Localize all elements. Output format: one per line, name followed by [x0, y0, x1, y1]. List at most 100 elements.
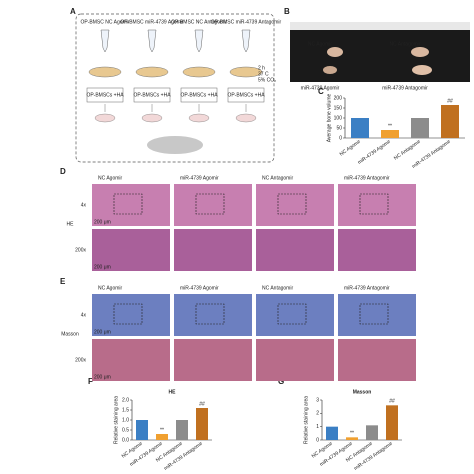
significance: ##: [389, 399, 395, 405]
row-label: Masson: [61, 331, 79, 337]
magnification: 200x: [75, 357, 86, 363]
panel-letter: A: [70, 7, 76, 16]
y-tick-label: 0: [339, 135, 342, 141]
chart-title: HE: [169, 389, 177, 395]
mouse: [188, 113, 210, 123]
bar: [156, 434, 168, 440]
specimen: [323, 66, 337, 74]
group-label: OP-BMSC miR-4739 Agomir: [120, 19, 184, 25]
dish: [135, 66, 169, 78]
bar: [326, 426, 338, 440]
bar: [346, 437, 358, 440]
bar: [366, 425, 378, 440]
micrograph: [92, 294, 170, 336]
bar: [196, 408, 208, 440]
magnification: 4x: [81, 202, 87, 208]
micrograph: [92, 229, 170, 271]
column-header: NC Agomir: [98, 175, 123, 181]
y-tick-label: 0.5: [122, 427, 129, 433]
y-axis-label: Relative staining area: [113, 396, 119, 444]
specimen: [411, 47, 429, 57]
magnification: 200x: [75, 247, 86, 253]
column-header: miR-4739 Antagomir: [344, 175, 390, 181]
specimen-label: NC Agomir: [308, 41, 333, 47]
micrograph: [338, 229, 416, 271]
significance: ##: [199, 401, 205, 407]
panel-letter: B: [284, 7, 290, 16]
column-header: miR-4739 Antagomir: [344, 285, 390, 291]
condition: 5% CO₂: [258, 77, 276, 83]
bar: [351, 118, 369, 138]
scaffold-label: OP-BMSCs +HA: [227, 92, 265, 98]
mouse: [94, 113, 116, 123]
micrograph: [338, 184, 416, 226]
panel-letter: F: [88, 377, 93, 386]
scaffold-label: OP-BMSCs +HA: [180, 92, 218, 98]
focus-box: [359, 303, 389, 325]
tube: [100, 29, 110, 53]
bar: [386, 405, 398, 440]
tube: [147, 29, 157, 53]
specimen-label: NC Antagomir: [389, 41, 420, 47]
micrograph: [338, 294, 416, 336]
y-tick-label: 1: [316, 424, 319, 430]
scaffold-label: OP-BMSCs +HA: [133, 92, 171, 98]
ruler: [290, 22, 470, 30]
y-tick-label: 0: [316, 437, 319, 443]
y-tick-label: 200: [334, 95, 343, 101]
y-tick-label: 3: [316, 397, 319, 403]
dish: [229, 66, 263, 78]
micrograph: [92, 339, 170, 381]
micrograph: [174, 294, 252, 336]
panel-letter: G: [278, 377, 284, 386]
panel-letter: C: [318, 87, 324, 96]
y-axis-label: Average bone volume: [326, 94, 332, 143]
bar: [136, 420, 148, 440]
specimen: [327, 47, 343, 57]
significance: ##: [447, 98, 453, 104]
bar: [176, 420, 188, 440]
significance: **: [350, 431, 354, 437]
micrograph: [92, 184, 170, 226]
scale-bar: 200 μm: [94, 374, 111, 380]
scaffold-box: [180, 87, 218, 103]
column-header: miR-4739 Agomir: [180, 285, 219, 291]
micrograph: [256, 294, 334, 336]
scale-bar: 200 μm: [94, 219, 111, 225]
scaffold-box: [227, 87, 265, 103]
y-tick-label: 100: [334, 115, 343, 121]
panel-letter: E: [60, 277, 66, 286]
significance: **: [388, 123, 392, 129]
row-label: HE: [67, 221, 75, 227]
panel-letter: D: [60, 167, 66, 176]
column-header: miR-4739 Agomir: [180, 175, 219, 181]
chart-title: Masson: [353, 389, 372, 395]
bar: [441, 105, 459, 138]
group-label: OP-BMSC NC Antagomir: [171, 19, 227, 25]
mouse: [235, 113, 257, 123]
y-tick-label: 150: [334, 105, 343, 111]
tube: [194, 29, 204, 53]
specimen-label: miR-4739 Agomir: [301, 85, 340, 91]
focus-box: [359, 193, 389, 215]
focus-box: [195, 303, 225, 325]
group-label: OP-BMSC miR-4739 Antagomir: [211, 19, 282, 25]
focus-box: [277, 193, 307, 215]
scaffold-box: [86, 87, 124, 103]
y-axis-label: Relative staining area: [303, 396, 309, 444]
condition: 37 C: [258, 71, 269, 77]
scale-bar: 200 μm: [94, 264, 111, 270]
mouse-illustration: [147, 136, 203, 154]
scaffold-label: OP-BMSCs +HA: [86, 92, 124, 98]
specimen-photo: [290, 22, 470, 82]
bar: [381, 130, 399, 138]
micrograph: [174, 339, 252, 381]
specimen-label: miR-4739 Antagomir: [382, 85, 428, 91]
y-tick-label: 50: [336, 125, 342, 131]
column-header: NC Antagomir: [262, 175, 293, 181]
bar: [411, 118, 429, 138]
y-tick-label: 1.5: [122, 407, 129, 413]
focus-box: [195, 193, 225, 215]
micrograph: [256, 184, 334, 226]
